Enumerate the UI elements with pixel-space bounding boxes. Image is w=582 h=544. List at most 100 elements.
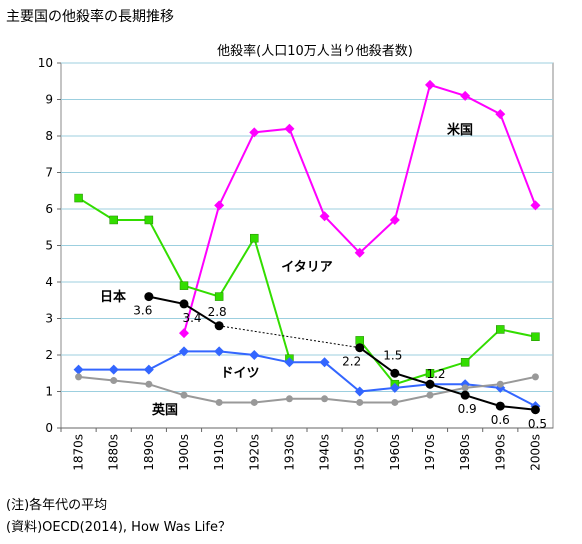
x-tick-label-12: 1990s: [493, 434, 507, 471]
series-3-point-0: [75, 373, 83, 381]
y-tick-label-10: 10: [38, 56, 53, 70]
x-tick-label-1: 1880s: [107, 434, 121, 471]
series-0-point-8: [354, 247, 365, 258]
series-label-4: 日本: [100, 289, 126, 305]
data-label-11: 0.9: [458, 402, 477, 416]
series-1-point-3: [179, 281, 189, 290]
series-2-point-9: [389, 382, 400, 393]
y-tick-label-9: 9: [45, 93, 53, 107]
series-3-point-1: [110, 377, 118, 385]
series-1-point-12: [496, 325, 505, 334]
series-3-point-10: [426, 391, 434, 399]
series-3-point-5: [250, 398, 258, 406]
series-3-point-6: [285, 395, 293, 403]
series-0-point-9: [389, 214, 400, 225]
series-0-point-10: [425, 79, 435, 90]
data-label-10: 1.2: [426, 367, 445, 381]
x-tick-label-2: 1890s: [142, 434, 156, 471]
y-tick-label-6: 6: [45, 202, 53, 216]
series-2-point-0: [73, 364, 84, 375]
series-4-point-9: [390, 368, 400, 378]
series-3-point-11: [461, 384, 469, 392]
series-3-point-12: [496, 380, 504, 388]
series-3-point-13: [531, 373, 539, 381]
series-4-point-12: [495, 401, 505, 411]
series-3-point-8: [356, 398, 364, 406]
series-label-2: ドイツ: [220, 366, 259, 381]
series-1-point-5: [250, 233, 259, 243]
data-label-13: 0.5: [528, 417, 547, 431]
series-3-point-2: [145, 380, 153, 388]
chart-title: 他殺率(人口10万人当り他殺者数): [217, 43, 413, 59]
series-label-1: イタリア: [281, 260, 332, 275]
series-1-point-8: [355, 336, 364, 345]
series-4-point-3: [179, 299, 189, 309]
data-label-9: 1.5: [383, 348, 402, 362]
series-0-point-7: [319, 211, 330, 222]
series-1-point-13: [531, 332, 540, 341]
series-2-point-2: [143, 364, 154, 375]
series-0-point-13: [530, 200, 541, 211]
data-label-3: 3.4: [182, 311, 201, 325]
data-label-8: 2.2: [342, 355, 361, 369]
note-average: (注)各年代の平均: [6, 498, 108, 513]
series-0-point-5: [249, 127, 260, 138]
series-0-point-11: [460, 90, 471, 101]
series-3-point-4: [215, 398, 223, 406]
x-tick-label-3: 1900s: [177, 434, 191, 471]
series-2-point-8: [354, 386, 365, 397]
data-label-12: 0.6: [491, 413, 510, 427]
y-tick-label-1: 1: [45, 385, 53, 399]
y-tick-label-2: 2: [45, 348, 53, 362]
x-tick-label-6: 1930s: [282, 434, 296, 471]
series-3-point-9: [391, 398, 399, 406]
page-title: 主要国の他殺率の長期推移: [6, 9, 174, 25]
data-label-4: 2.8: [208, 305, 227, 319]
x-tick-label-13: 2000s: [528, 434, 542, 471]
series-4-point-2: [144, 292, 154, 302]
x-tick-label-0: 1870s: [72, 434, 86, 471]
series-4-point-13: [530, 405, 540, 415]
series-line-2: [78, 350, 536, 407]
series-4-point-8: [355, 343, 365, 353]
x-tick-label-8: 1950s: [353, 434, 367, 471]
series-0-point-12: [495, 109, 506, 120]
series-2-point-3: [179, 346, 189, 357]
y-tick-label-4: 4: [45, 275, 53, 289]
series-3-point-3: [180, 391, 188, 399]
series-3-point-7: [321, 395, 329, 403]
x-tick-label-4: 1910s: [212, 434, 226, 471]
y-tick-label-7: 7: [45, 166, 53, 180]
data-label-2: 3.6: [133, 304, 152, 318]
series-4-point-4: [214, 321, 224, 331]
series-label-3: 英国: [151, 402, 178, 418]
series-1-point-2: [144, 215, 154, 225]
series-1-point-11: [460, 358, 470, 367]
y-tick-label-8: 8: [45, 129, 53, 143]
series-4-point-11: [460, 390, 470, 400]
series-line-3: [78, 375, 536, 404]
series-label-0: 米国: [447, 122, 473, 138]
x-tick-label-7: 1940s: [318, 434, 332, 471]
series-1-point-4: [214, 292, 224, 301]
series-1-point-0: [74, 193, 83, 203]
x-tick-label-10: 1970s: [423, 434, 437, 471]
series-1-point-1: [109, 215, 118, 225]
x-tick-label-11: 1980s: [458, 434, 472, 471]
x-tick-label-9: 1960s: [388, 434, 402, 471]
x-tick-label-5: 1920s: [247, 434, 261, 471]
note-source: (資料)OECD(2014), How Was Life？: [6, 520, 231, 535]
series-2-point-7: [319, 357, 330, 368]
series-0-point-4: [214, 200, 225, 211]
series-2-point-1: [108, 364, 119, 375]
series-1-point-10: [425, 369, 435, 378]
series-4-point-10: [425, 379, 435, 389]
y-tick-label-5: 5: [45, 239, 53, 253]
y-tick-label-3: 3: [45, 312, 53, 326]
series-0-point-3: [179, 328, 189, 339]
y-tick-label-0: 0: [45, 421, 53, 435]
series-2-point-5: [249, 350, 260, 360]
series-2-point-6: [284, 357, 295, 368]
series-0-point-6: [284, 123, 295, 134]
